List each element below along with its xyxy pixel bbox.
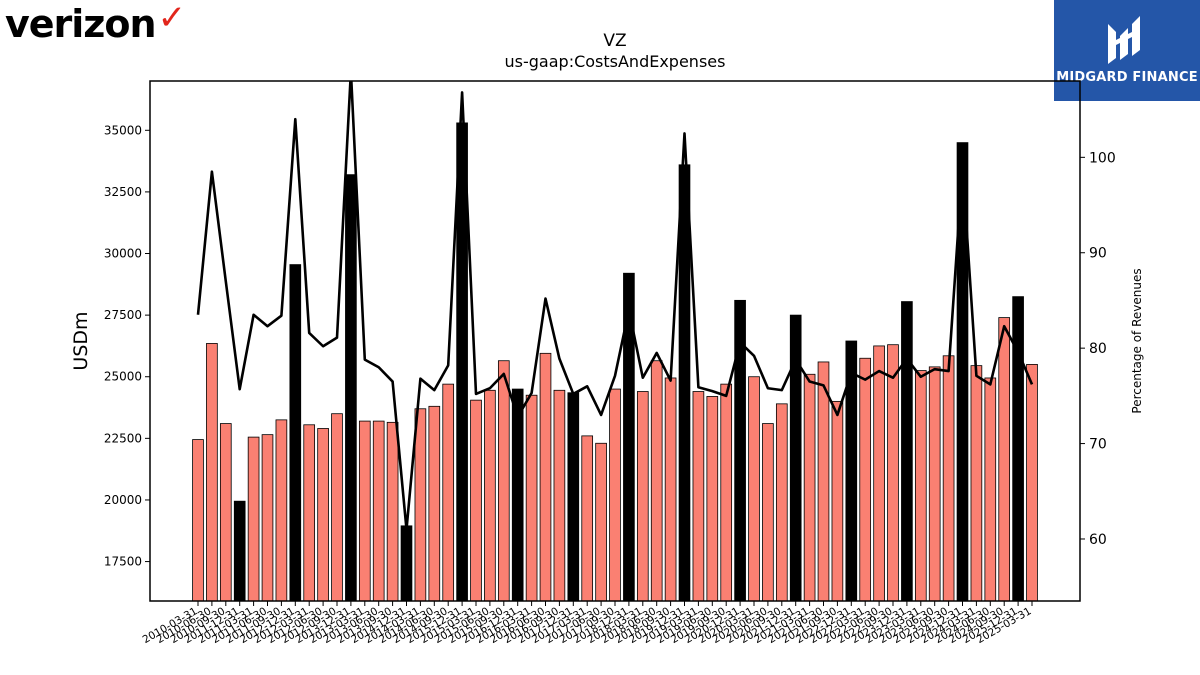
bar [998, 317, 1011, 601]
bar [928, 366, 941, 601]
bar [539, 352, 552, 601]
bar [762, 423, 774, 601]
bar [456, 122, 468, 601]
y2-tick-label: 90 [1089, 246, 1107, 262]
bar [470, 399, 482, 601]
percentage-line [196, 81, 1034, 531]
bar [664, 377, 677, 601]
bar [192, 439, 204, 601]
y-tick-label: 27500 [104, 308, 142, 322]
y2-tick-label: 70 [1089, 437, 1107, 453]
midgard-logo-icon [1108, 16, 1140, 64]
bar [692, 391, 705, 601]
y-tick-label: 32500 [104, 185, 142, 199]
bar [317, 428, 329, 601]
bar [748, 376, 760, 601]
y2-tick-label: 100 [1089, 150, 1116, 166]
x-axis: 2010-03-312010-06-302010-09-302011-12-31… [141, 601, 1034, 646]
y-axis-right: 60 70 80 90 100 [1080, 150, 1116, 548]
bar [817, 361, 830, 601]
y-axis-left: 17500 20000 22500 25000 27500 30000 32500 35000 [104, 123, 150, 569]
bar [650, 360, 663, 601]
line-series [196, 81, 1034, 531]
y2-tick-label: 80 [1089, 341, 1107, 357]
y-tick-label: 35000 [104, 123, 142, 137]
bar [206, 343, 218, 601]
bar [887, 344, 899, 601]
bar-series [192, 122, 1038, 601]
bar [511, 388, 524, 601]
bar [942, 355, 955, 601]
sponsor-name: MIDGARD FINANCE [1056, 70, 1198, 85]
chart-title: VZ [603, 31, 627, 51]
bar [678, 164, 691, 601]
y-tick-label: 30000 [104, 247, 142, 261]
bar [623, 272, 635, 601]
bar [581, 435, 594, 601]
check-icon: ✓ [157, 0, 186, 38]
bar [984, 377, 997, 601]
bar [706, 396, 719, 601]
bar [442, 383, 455, 601]
plot-frame [149, 80, 1081, 602]
bar [720, 383, 733, 601]
bar [845, 340, 858, 601]
bar [525, 394, 538, 601]
bar [372, 420, 385, 601]
verizon-logo: verizon✓ [5, 0, 186, 46]
bar [831, 400, 844, 601]
bar [358, 420, 371, 601]
y-tick-label: 20000 [104, 493, 142, 507]
bar [400, 525, 413, 601]
bar [970, 365, 983, 601]
bar [289, 264, 302, 601]
bar [261, 434, 274, 601]
bar [1026, 364, 1038, 601]
y-axis-label: USDm [70, 311, 92, 370]
bar [901, 301, 913, 601]
y2-tick-label: 60 [1089, 532, 1107, 548]
bar [386, 421, 399, 601]
bar [636, 391, 649, 601]
bar [595, 442, 607, 601]
bar [414, 408, 427, 601]
bar [609, 388, 621, 601]
y-tick-label: 17500 [104, 555, 142, 569]
brand-name: verizon [5, 2, 157, 46]
bar [873, 345, 885, 601]
bar [914, 370, 927, 601]
bar [734, 299, 746, 601]
bar [775, 403, 788, 601]
bar [428, 405, 441, 601]
y2-axis-label: Percentage of Revenues [1130, 268, 1144, 413]
bar [1012, 296, 1024, 601]
chart-subtitle: us-gaap:CostsAndExpenses [504, 52, 726, 71]
bar [275, 419, 288, 601]
bar [303, 424, 316, 601]
midgard-finance-logo: MIDGARD FINANCE [1054, 0, 1200, 101]
bar [233, 500, 246, 601]
bar [247, 436, 260, 601]
bar [345, 174, 357, 601]
bar [484, 389, 496, 601]
y-tick-label: 22500 [104, 431, 142, 445]
bar [331, 413, 343, 601]
y-tick-label: 25000 [104, 370, 142, 384]
bar [956, 142, 969, 601]
bar [859, 357, 872, 601]
bar [803, 373, 816, 601]
bar [553, 389, 566, 601]
bar [497, 360, 510, 601]
bar [789, 314, 802, 601]
bar [219, 423, 232, 601]
bar [567, 392, 580, 601]
